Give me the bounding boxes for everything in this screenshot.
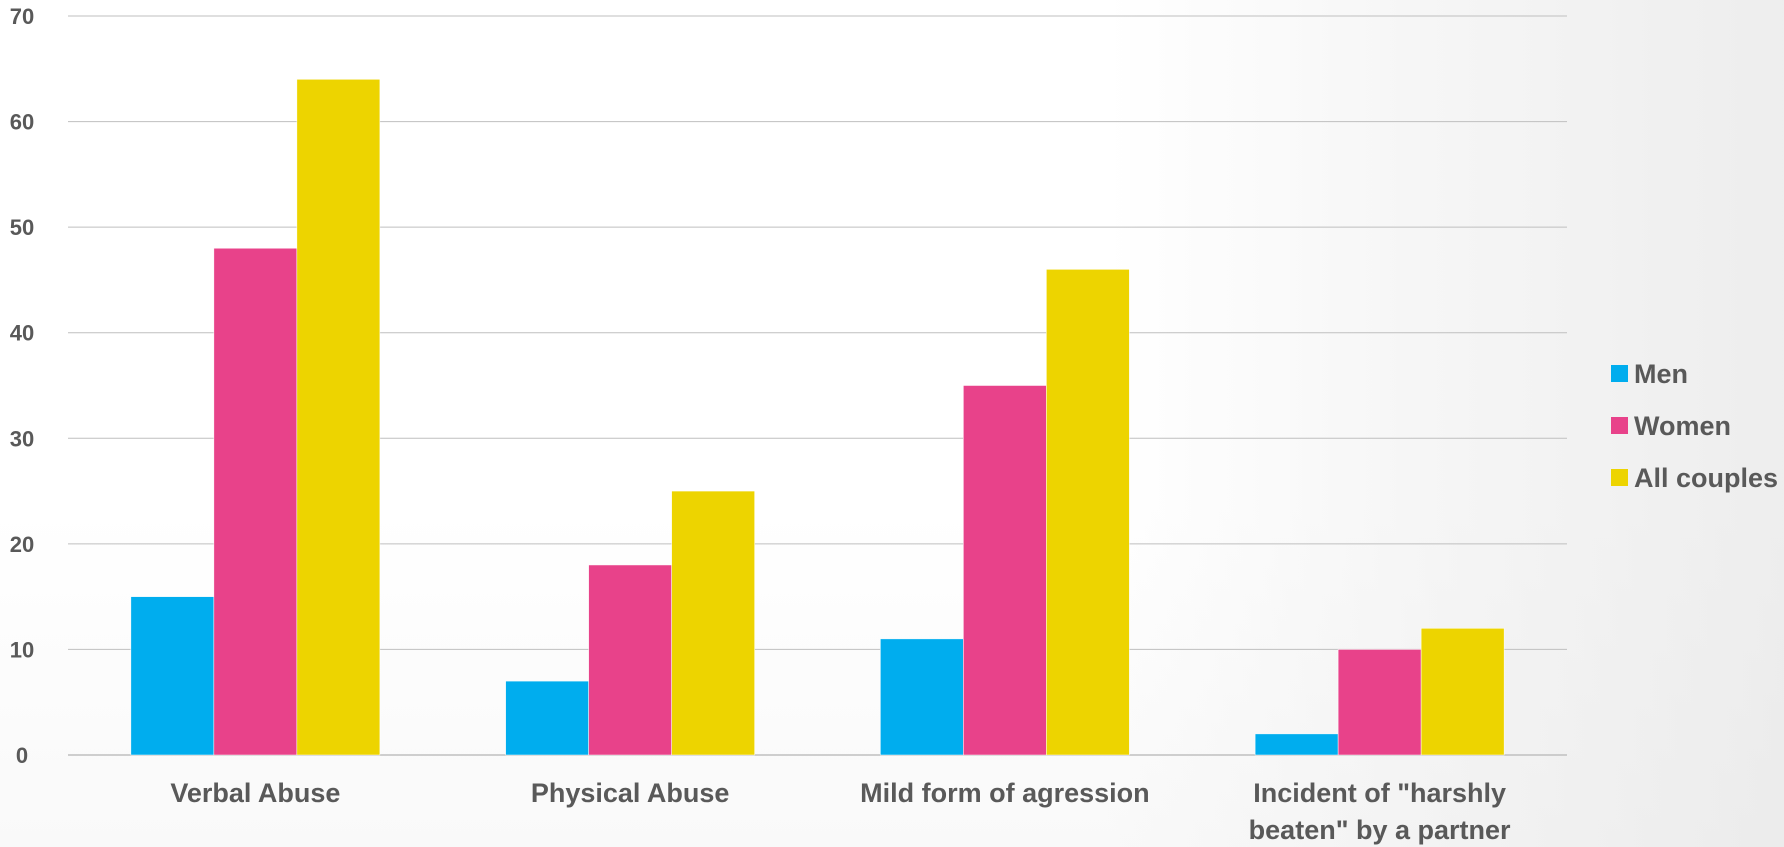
bar-men [505, 680, 589, 756]
bar-women [213, 248, 298, 756]
y-tick-label: 40 [10, 321, 34, 346]
x-tick-label: Verbal Abuse [170, 778, 340, 808]
bar-men [1254, 733, 1339, 756]
bar-women [588, 564, 672, 756]
legend-swatch [1611, 417, 1628, 434]
x-tick-label: Incident of "harshly [1253, 778, 1506, 808]
y-tick-label: 60 [10, 110, 34, 135]
legend: Men Women All couples [1611, 359, 1778, 493]
y-tick-label: 70 [10, 4, 34, 29]
x-axis-labels: Verbal Abuse Physical Abuse Mild form of a… [170, 778, 1511, 845]
legend-swatch [1611, 365, 1628, 382]
y-tick-label: 50 [10, 215, 34, 240]
y-tick-label: 30 [10, 426, 34, 451]
y-tick-label: 10 [10, 637, 34, 662]
bar-men [130, 596, 215, 756]
x-tick-label: Physical Abuse [531, 778, 730, 808]
legend-label: All couples [1634, 463, 1778, 493]
y-tick-label: 20 [10, 532, 34, 557]
bars [130, 79, 1505, 756]
bar-all-couples [1420, 628, 1505, 756]
bar-all-couples [671, 490, 755, 756]
bar-women [963, 385, 1047, 756]
y-axis-ticks: 0 10 20 30 40 50 60 70 [10, 4, 34, 768]
bar-women [1337, 649, 1422, 756]
bar-all-couples [296, 79, 381, 756]
legend-swatch [1611, 469, 1628, 486]
bar-men [880, 638, 964, 756]
legend-label: Women [1634, 411, 1731, 441]
x-tick-label: Mild form of agression [860, 778, 1150, 808]
y-tick-label: 0 [16, 743, 28, 768]
legend-label: Men [1634, 359, 1688, 389]
bar-all-couples [1046, 269, 1130, 756]
x-tick-label: beaten" by a partner [1249, 815, 1511, 845]
